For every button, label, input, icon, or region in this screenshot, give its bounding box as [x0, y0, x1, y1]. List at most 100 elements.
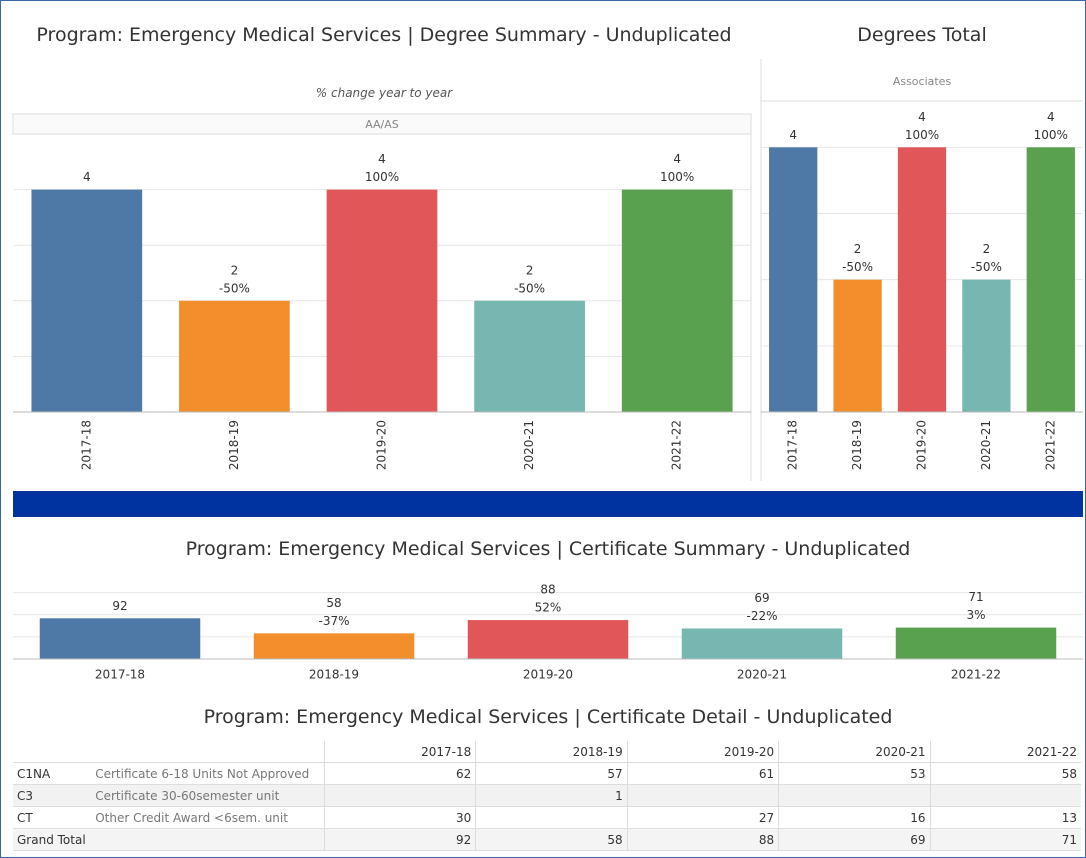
table-row: CT Other Credit Award <6sem. unit 30 27 16 13	[13, 806, 1081, 829]
bar	[895, 627, 1057, 659]
table-cell	[626, 784, 779, 807]
change-label: 100%	[905, 128, 939, 142]
x-tick-label: 2020-21	[522, 420, 536, 470]
table-cell: C3	[13, 784, 92, 807]
value-label: 4	[1047, 110, 1055, 124]
table-cell: 27	[626, 806, 779, 829]
table-cell: Certificate 30-60semester unit	[91, 784, 325, 807]
table-row: C3 Certificate 30-60semester unit 1	[13, 784, 1081, 807]
change-label: 100%	[365, 170, 399, 184]
table-cell: 58	[929, 762, 1081, 785]
bar	[39, 618, 201, 659]
value-label: 2	[526, 263, 534, 277]
bar	[31, 189, 143, 412]
value-label: 58	[326, 596, 341, 610]
table-cell: 61	[626, 762, 779, 785]
change-label: 3%	[966, 608, 985, 622]
bar	[681, 628, 843, 659]
bar	[769, 147, 818, 412]
x-tick-label: 2020-21	[979, 420, 993, 470]
table-row: C1NA Certificate 6-18 Units Not Approved 6…	[13, 762, 1081, 785]
change-label: -50%	[842, 260, 873, 274]
value-label: 88	[540, 583, 555, 597]
change-label: 100%	[1034, 128, 1068, 142]
table-cell	[91, 741, 325, 763]
x-tick-label: 2017-18	[79, 420, 93, 470]
value-label: 2	[231, 263, 239, 277]
x-tick-label: 2019-20	[523, 668, 573, 682]
bar	[621, 189, 733, 412]
bar	[897, 147, 947, 412]
x-tick-label: 2021-22	[670, 420, 684, 470]
bar	[474, 300, 585, 412]
detail-table: 2017-18 2018-19 2019-20 2020-21 2021-22 C1NA C…	[13, 741, 1081, 851]
table-cell	[475, 806, 628, 829]
table-cell: CT	[13, 806, 92, 829]
chart-subtitle: % change year to year	[315, 86, 453, 100]
x-tick-label: 2018-19	[227, 420, 241, 470]
value-label: 92	[112, 599, 127, 613]
chart-title: Program: Emergency Medical Services | De…	[36, 24, 732, 46]
change-label: -50%	[219, 281, 250, 295]
value-label: 4	[83, 170, 91, 184]
change-label: -50%	[971, 260, 1002, 274]
table-cell: Grand Total	[13, 828, 325, 851]
x-tick-label: 2019-20	[915, 420, 929, 470]
change-label: 100%	[660, 170, 694, 184]
table-row: Grand Total 92 58 88 69 71	[13, 828, 1081, 851]
table-cell: 2017-18	[323, 741, 476, 763]
table-cell: 2020-21	[778, 741, 931, 763]
x-tick-label: 2021-22	[951, 668, 1001, 682]
table-cell: 69	[778, 828, 931, 851]
table-cell: 2021-22	[929, 741, 1081, 763]
table-cell: 92	[323, 828, 476, 851]
bar	[467, 620, 629, 659]
chart-title: Program: Emergency Medical Services | Ce…	[185, 538, 911, 560]
bar	[253, 633, 415, 659]
table-cell: 30	[323, 806, 476, 829]
panel-label: Associates	[892, 75, 952, 88]
value-label: 4	[378, 152, 386, 166]
table-cell: 57	[475, 762, 628, 785]
table-cell: 2018-19	[475, 741, 628, 763]
table-cell: 62	[323, 762, 476, 785]
bar	[833, 279, 882, 412]
value-label: 4	[918, 110, 926, 124]
table-cell: 88	[626, 828, 779, 851]
bar	[1026, 147, 1075, 412]
value-label: 2	[854, 242, 862, 256]
table-row: 2017-18 2018-19 2019-20 2020-21 2021-22	[13, 741, 1081, 763]
value-label: 71	[968, 590, 983, 604]
value-label: 4	[673, 152, 681, 166]
change-label: -50%	[514, 281, 545, 295]
chart-title: Degrees Total	[857, 24, 987, 46]
divider-bar	[13, 491, 1083, 517]
value-label: 69	[754, 591, 769, 605]
x-tick-label: 2021-22	[1043, 420, 1057, 470]
x-tick-label: 2019-20	[375, 420, 389, 470]
table-cell: 2019-20	[626, 741, 779, 763]
bar	[962, 279, 1011, 412]
table-cell: C1NA	[13, 762, 92, 785]
table-cell	[929, 784, 1081, 807]
table-cell: 16	[778, 806, 931, 829]
x-tick-label: 2017-18	[786, 420, 800, 470]
x-tick-label: 2018-19	[309, 668, 359, 682]
table-cell: Other Credit Award <6sem. unit	[91, 806, 325, 829]
value-label: 4	[789, 128, 797, 142]
x-tick-label: 2020-21	[737, 668, 787, 682]
table-cell: Certificate 6-18 Units Not Approved	[91, 762, 325, 785]
table-cell: 13	[929, 806, 1081, 829]
table-cell: 1	[475, 784, 628, 807]
change-label: 52%	[535, 601, 562, 615]
table-title: Program: Emergency Medical Services | Ce…	[203, 706, 893, 728]
table-cell: 53	[778, 762, 931, 785]
table-cell	[778, 784, 931, 807]
x-tick-label: 2018-19	[850, 420, 864, 470]
change-label: -37%	[318, 614, 349, 628]
table-cell: 58	[475, 828, 628, 851]
table-cell	[323, 784, 476, 807]
x-tick-label: 2017-18	[95, 668, 145, 682]
